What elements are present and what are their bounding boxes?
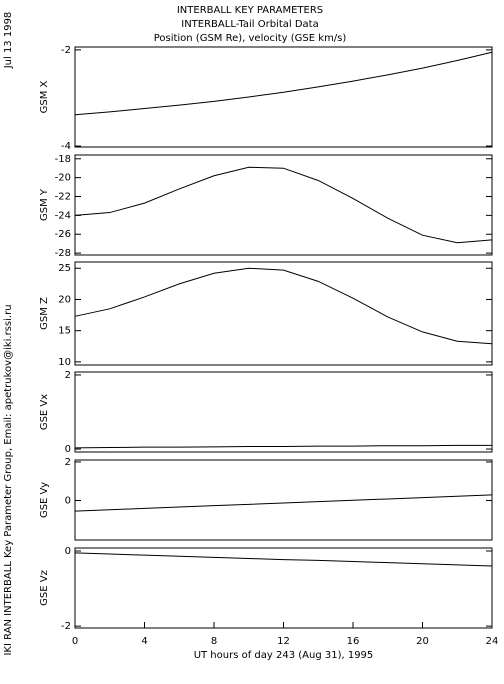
y-tick-label: 0 <box>65 444 71 455</box>
y-axis-label: GSE Vx <box>39 394 50 430</box>
y-tick-label: -28 <box>55 248 71 259</box>
x-tick-label: 0 <box>72 636 78 647</box>
y-tick-label: 25 <box>58 263 71 274</box>
y-tick-label: -26 <box>55 229 71 240</box>
y-tick-label: 0 <box>65 495 71 506</box>
data-line <box>74 51 493 116</box>
x-tick-label: 16 <box>347 636 360 647</box>
y-tick-label: -22 <box>55 192 71 203</box>
panel-frame <box>74 371 493 453</box>
y-axis-label: GSM X <box>39 80 50 113</box>
y-tick-label: -20 <box>55 173 71 184</box>
panel-frame <box>74 154 493 256</box>
y-tick-label: 15 <box>58 326 71 337</box>
panel-frame <box>74 46 493 148</box>
y-tick-label: -2 <box>61 45 71 56</box>
y-tick-label: 20 <box>58 294 71 305</box>
data-line <box>74 166 493 244</box>
y-tick-label: -4 <box>61 141 71 152</box>
date: Jul 13 1998 <box>3 12 14 70</box>
y-tick-label: -18 <box>55 154 71 165</box>
y-axis-label: GSE Vz <box>39 570 50 606</box>
data-line <box>74 552 493 567</box>
x-axis-label: UT hours of day 243 (Aug 31), 1995 <box>194 650 374 661</box>
data-line <box>74 444 492 449</box>
data-line <box>74 494 493 512</box>
y-axis-label: GSM Z <box>39 297 50 330</box>
y-tick-label: -2 <box>61 621 71 632</box>
y-tick-label: 2 <box>65 370 71 381</box>
credit: IKI RAN INTERBALL Key Parameter Group, E… <box>3 304 14 655</box>
panel-frame <box>74 261 493 366</box>
title: INTERBALL-Tail Orbital Data <box>181 19 318 30</box>
x-tick-label: 24 <box>486 636 499 647</box>
y-tick-label: 10 <box>58 357 71 368</box>
x-tick-label: 20 <box>416 636 429 647</box>
title: Position (GSM Re), velocity (GSE km/s) <box>154 33 347 44</box>
y-axis-label: GSE Vy <box>39 482 50 518</box>
title: INTERBALL KEY PARAMETERS <box>177 5 323 16</box>
x-tick-label: 4 <box>141 636 147 647</box>
x-tick-label: 8 <box>211 636 217 647</box>
y-tick-label: 2 <box>65 457 71 468</box>
y-tick-label: 0 <box>65 546 71 557</box>
panel-frame <box>74 459 493 541</box>
y-axis-label: GSM Y <box>39 188 50 221</box>
y-tick-label: -24 <box>55 210 71 221</box>
data-line <box>74 267 493 345</box>
x-tick-label: 12 <box>277 636 290 647</box>
